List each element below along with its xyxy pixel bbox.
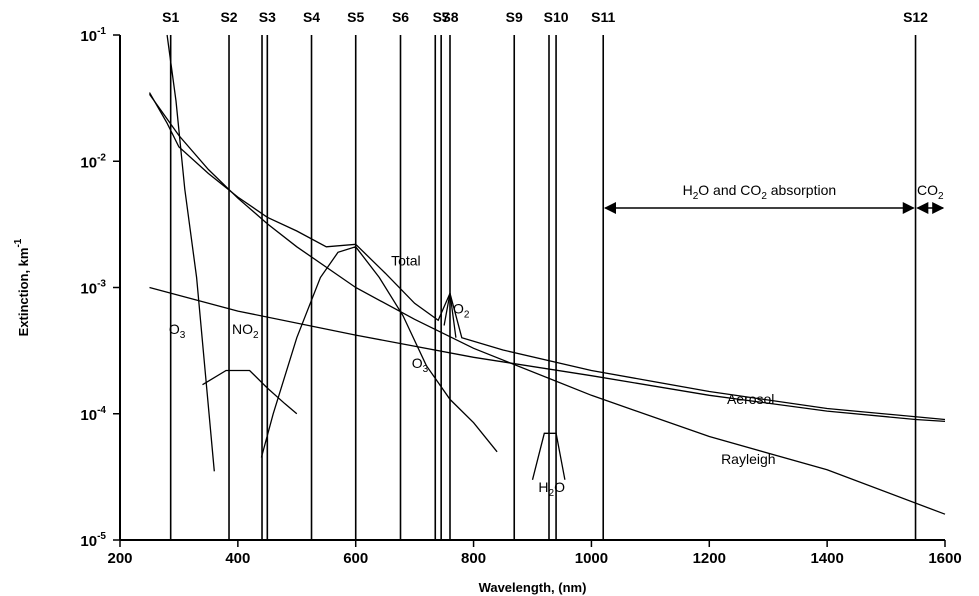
curve-annotation: O3 bbox=[169, 321, 186, 341]
band-label-subscript: 2 bbox=[693, 191, 699, 202]
channel-lines bbox=[169, 35, 917, 540]
annotation-text: Rayleigh bbox=[721, 451, 775, 467]
y-tick-label: 10-1 bbox=[80, 26, 106, 45]
band-label-subscript: 2 bbox=[761, 191, 767, 202]
channel-label: S8 bbox=[441, 9, 458, 25]
y-tick-exponent: -2 bbox=[97, 152, 106, 163]
y-tick-base: 10 bbox=[80, 154, 97, 171]
curve-annotation: Total bbox=[391, 252, 421, 268]
annotation-text: H bbox=[538, 479, 548, 495]
channel-label: S5 bbox=[347, 9, 364, 25]
annotation-text: O bbox=[554, 479, 565, 495]
annotation-subscript: 3 bbox=[423, 364, 429, 375]
band-label-text: H bbox=[683, 182, 693, 198]
y-tick-exponent: -1 bbox=[97, 26, 106, 37]
annotation-subscript: 2 bbox=[464, 310, 470, 321]
channel-label: S6 bbox=[392, 9, 409, 25]
annotation-subscript: 2 bbox=[549, 488, 555, 499]
series-aerosol-line bbox=[149, 286, 946, 423]
channel-label: S9 bbox=[506, 9, 523, 25]
curve-annotation: Rayleigh bbox=[721, 451, 775, 467]
band-label-text: O and CO bbox=[698, 182, 761, 198]
x-tick-label: 400 bbox=[225, 550, 250, 567]
channel-label: S12 bbox=[903, 9, 928, 25]
annotation-text: O bbox=[453, 301, 464, 317]
channel-label: S4 bbox=[303, 9, 320, 25]
annotation-text: Aerosol bbox=[727, 391, 774, 407]
series-h2o-line bbox=[531, 432, 566, 480]
y-tick-exponent: -3 bbox=[97, 279, 106, 290]
curve-annotation: O3 bbox=[412, 355, 429, 375]
y-tick-label: 10-2 bbox=[80, 152, 106, 171]
annotation-text: NO bbox=[232, 321, 253, 337]
series-o3-line bbox=[260, 246, 498, 458]
series-o3-line bbox=[166, 34, 215, 472]
channel-label: S7 bbox=[433, 9, 450, 25]
band-label: CO2 bbox=[917, 182, 944, 202]
y-tick-label: 10-4 bbox=[80, 405, 106, 424]
curve-annotation: H2O bbox=[538, 479, 565, 499]
x-tick-label: 1600 bbox=[928, 550, 961, 567]
band-label-text: CO bbox=[917, 182, 938, 198]
x-tick-label: 200 bbox=[107, 550, 132, 567]
y-tick-base: 10 bbox=[80, 407, 97, 424]
curve-annotation: O2 bbox=[453, 301, 470, 321]
channel-label: S11 bbox=[591, 9, 615, 25]
annotation-text: O bbox=[412, 355, 423, 371]
band-label: H2O and CO2 absorption bbox=[683, 182, 837, 202]
curve-annotation: NO2 bbox=[232, 321, 259, 341]
channel-label: S10 bbox=[544, 9, 569, 25]
annotation-text: Total bbox=[391, 252, 421, 268]
curve-annotation: Aerosol bbox=[727, 391, 774, 407]
y-tick-label: 10-3 bbox=[80, 279, 106, 298]
series-curves bbox=[148, 34, 946, 515]
y-tick-exponent: -4 bbox=[97, 405, 106, 416]
y-tick-exponent: -5 bbox=[97, 531, 106, 542]
series-no2-line bbox=[202, 369, 298, 415]
y-axis-title: Extinction, km-1 bbox=[13, 238, 31, 336]
x-tick-label: 1000 bbox=[575, 550, 608, 567]
x-tick-label: 1200 bbox=[693, 550, 726, 567]
series-o2-line bbox=[443, 293, 457, 338]
y-tick-base: 10 bbox=[80, 533, 97, 550]
channel-label: S1 bbox=[162, 9, 179, 25]
series-total-line bbox=[148, 92, 946, 421]
annotation-subscript: 2 bbox=[253, 330, 259, 341]
axes bbox=[113, 34, 946, 547]
series-rayleigh-line bbox=[148, 93, 946, 515]
band-label-subscript: 2 bbox=[938, 191, 944, 202]
x-axis-title: Wavelength, (nm) bbox=[479, 580, 587, 595]
channel-label: S3 bbox=[259, 9, 276, 25]
annotation-text: O bbox=[169, 321, 180, 337]
y-tick-base: 10 bbox=[80, 281, 97, 298]
y-axis-title-exponent: -1 bbox=[13, 238, 24, 247]
y-tick-base: 10 bbox=[80, 28, 97, 45]
y-axis-title-text: Extinction, km bbox=[16, 248, 31, 337]
y-tick-label: 10-5 bbox=[80, 531, 106, 550]
band-label-text: absorption bbox=[767, 182, 836, 198]
x-tick-label: 600 bbox=[343, 550, 368, 567]
annotation-subscript: 3 bbox=[180, 330, 186, 341]
channel-label: S2 bbox=[220, 9, 237, 25]
x-tick-label: 800 bbox=[461, 550, 486, 567]
x-tick-label: 1400 bbox=[810, 550, 843, 567]
